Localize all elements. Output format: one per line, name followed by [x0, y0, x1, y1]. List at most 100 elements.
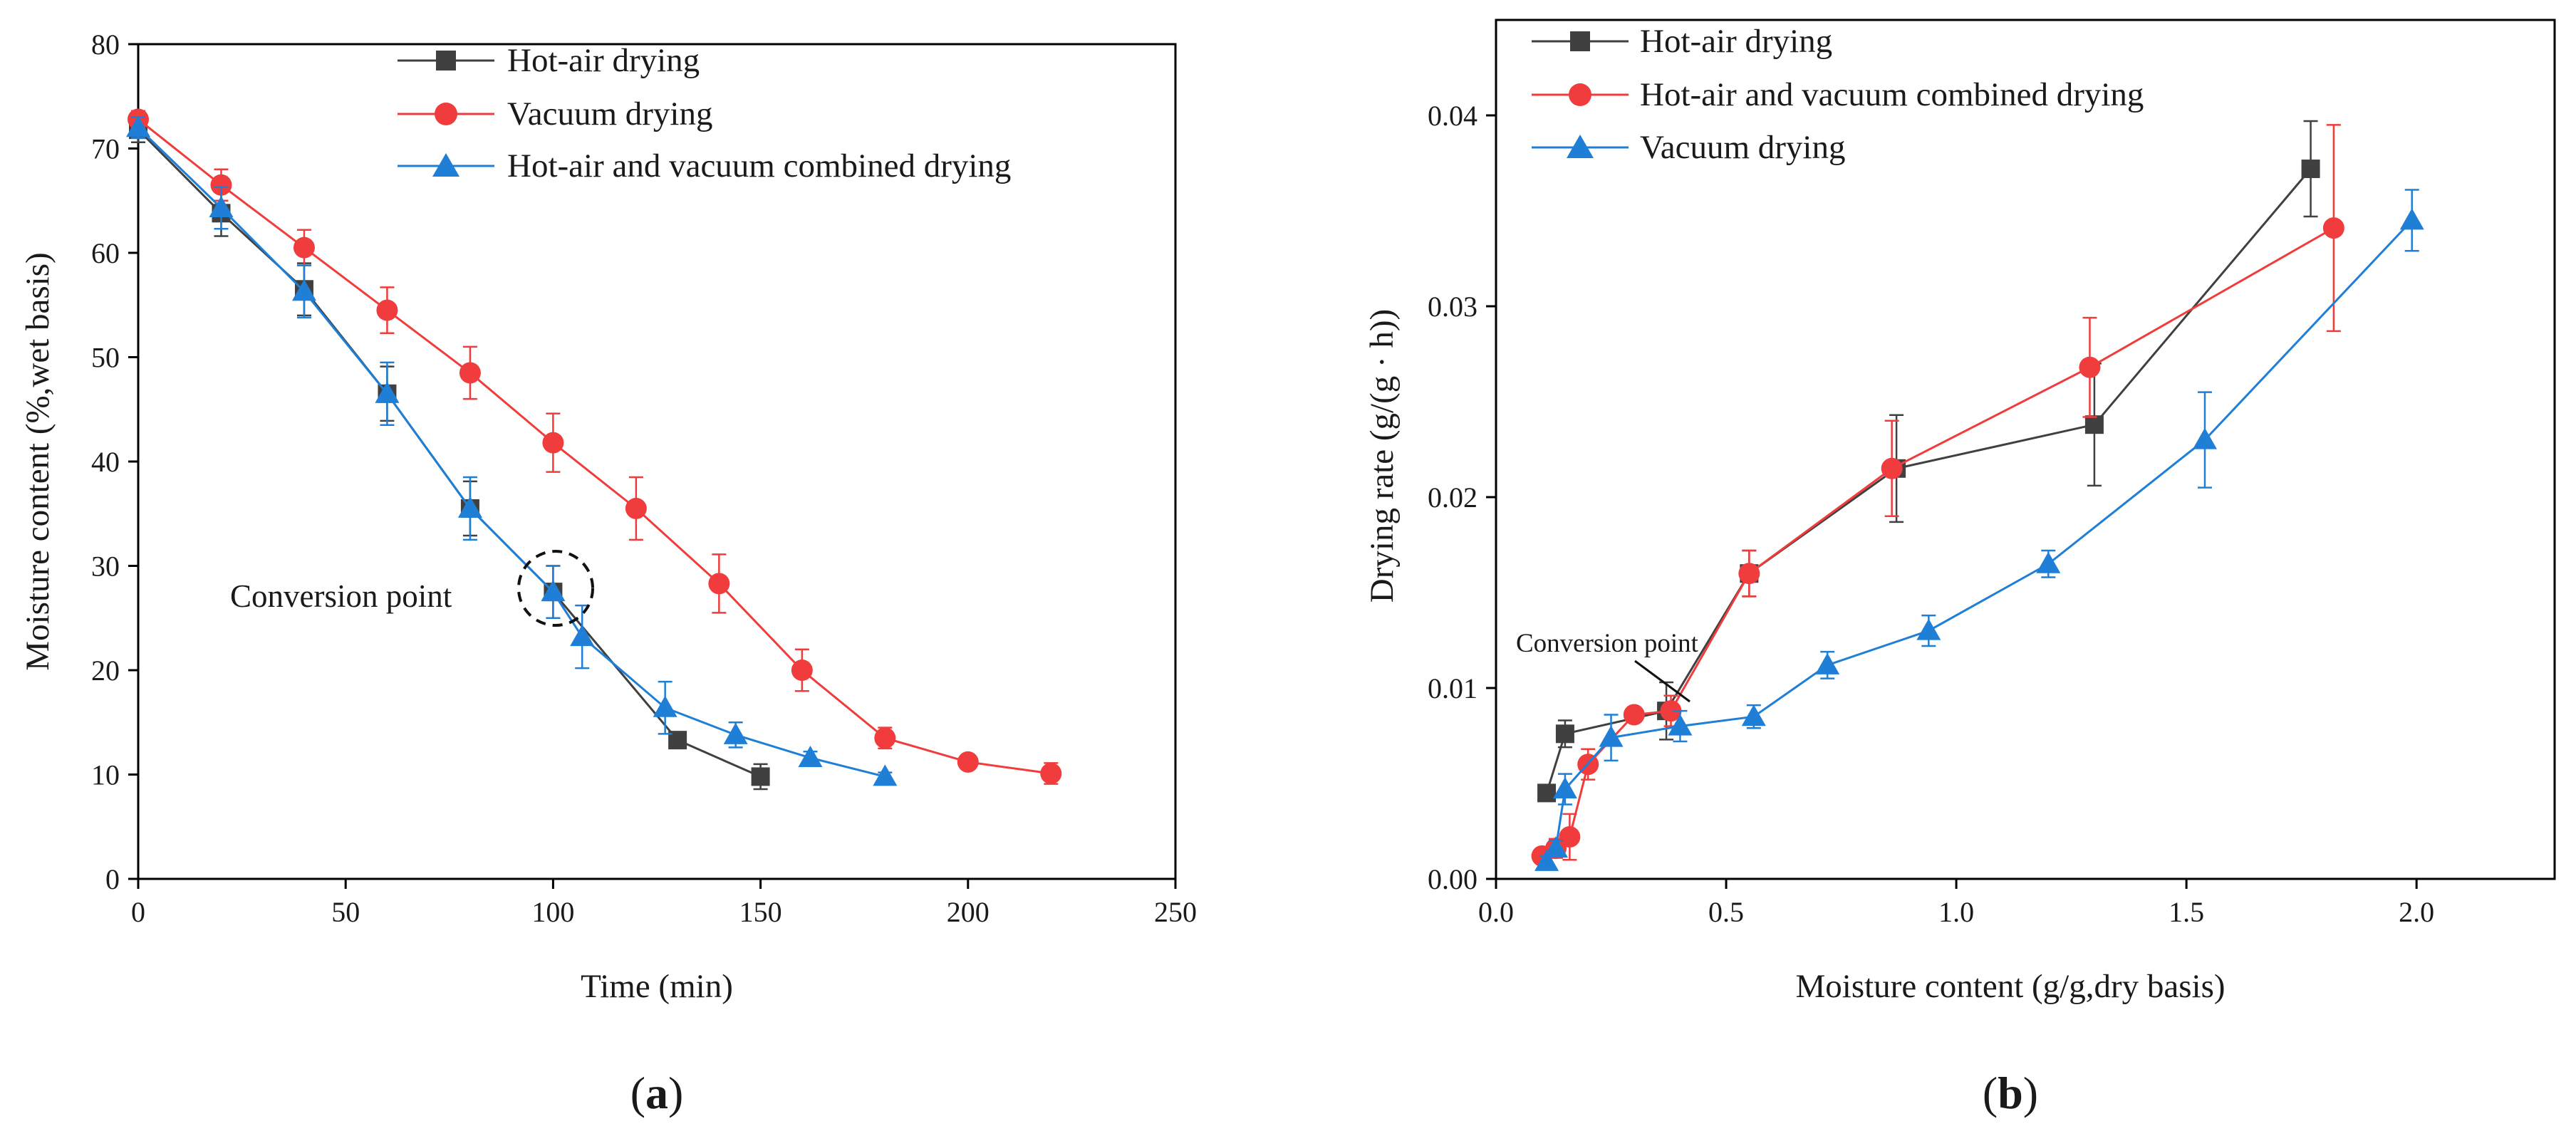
panel-b-data-point [2036, 551, 2061, 573]
panel-a-y-tick-label: 20 [91, 655, 120, 687]
panel-a-y-tick-label: 0 [105, 863, 120, 895]
panel-a-x-tick-label: 50 [331, 896, 360, 928]
panel-b-frame [1495, 19, 2556, 880]
panel-a-data-point [291, 279, 316, 301]
panel-b-y-tick-label: 0.02 [1428, 481, 1477, 514]
panel-a-data-point [791, 660, 813, 681]
panel-a-series-line [137, 129, 762, 778]
panel-a-data-point [209, 196, 234, 218]
panel-b-y-tick-label: 0.01 [1428, 672, 1477, 704]
panel-a-y-tick-label: 70 [91, 133, 120, 165]
panel-a-series-vacuum-drying [128, 108, 1062, 785]
panel-a: 0 50 100 150 200 250 0 10 20 30 40 50 60 70 80 Moistur… [19, 28, 1197, 1118]
panel-b-legend-label: Hot-air and vacuum combined drying [1640, 76, 2144, 113]
panel-b-data-point [1543, 836, 1568, 858]
panel-b-legend: Hot-air drying Hot-air and vacuum combin… [1532, 23, 2144, 166]
panel-a-x-tick-label: 200 [947, 896, 990, 928]
panel-a-data-point [625, 497, 647, 519]
panel-a-series-line [137, 118, 1051, 775]
panel-a-data-point [653, 695, 677, 717]
panel-b-legend-label: Vacuum drying [1640, 129, 1845, 166]
panel-a-data-point [798, 746, 823, 768]
panel-a-x-tick-label: 100 [531, 896, 574, 928]
panel-b-series-hot-air-drying [1537, 120, 2320, 803]
panel-b-data-point [1815, 652, 1840, 674]
panel-a-data-point [457, 496, 482, 518]
panel-a-y-tick-label: 40 [91, 446, 120, 478]
panel-b-x-tick-label: 1.5 [2169, 896, 2204, 928]
panel-a-x-axis-label: Time (min) [581, 968, 733, 1005]
panel-a-label: (a) [630, 1068, 684, 1118]
panel-a-legend-entry-hot-air: Hot-air drying [398, 42, 700, 79]
panel-a-data-point [723, 722, 748, 744]
panel-b-data-point [1738, 563, 1760, 585]
panel-a-legend-label: Vacuum drying [507, 95, 712, 132]
panel-b-y-tick-label: 0.00 [1428, 863, 1477, 895]
panel-b-series-line [1545, 168, 2312, 793]
panel-b-data-point [2079, 356, 2101, 378]
panel-b-series-hot-air-and-vacuum-combined-drying [1531, 124, 2344, 867]
panel-a-data-point [708, 573, 730, 595]
panel-b-series-line [1541, 226, 2334, 858]
panel-b-y-tick-label: 0.03 [1428, 291, 1477, 323]
panel-b: 0.0 0.5 1.0 1.5 2.0 0.00 0.01 0.02 0.03 0.04 Dryi… [1364, 19, 2556, 1118]
panel-b-x-tick-label: 0.0 [1478, 896, 1514, 928]
panel-b-data-point [1537, 783, 1557, 803]
panel-a-data-point [375, 381, 400, 403]
panel-b-x-tick-label: 2.0 [2399, 896, 2434, 928]
panel-a-data-point [126, 115, 150, 137]
panel-b-data-point [1559, 826, 1581, 848]
panel-b-data-point [2301, 160, 2320, 179]
panel-b-y-tick-label: 0.04 [1428, 100, 1477, 132]
panel-a-series-hot-air-and-vacuum-combined-drying [126, 115, 898, 786]
panel-a-y-tick-label: 50 [91, 342, 120, 374]
panel-b-legend-entry-hot-air: Hot-air drying [1532, 23, 1832, 60]
panel-b-series-line [1545, 219, 2413, 863]
panel-a-conversion-point-circle [517, 550, 594, 627]
panel-b-data-point [1741, 704, 1766, 726]
panel-a-legend-entry-vacuum: Vacuum drying [398, 95, 712, 132]
panel-b-y-axis-label: Drying rate (g/(g · h)) [1364, 309, 1401, 603]
panel-a-y-tick-label: 30 [91, 551, 120, 583]
panel-a-data-point [873, 764, 898, 786]
panel-b-x-axis-label: Moisture content (g/g,dry basis) [1795, 968, 2225, 1005]
panel-a-data-point [570, 625, 595, 647]
panel-a-label-letter: a [645, 1068, 668, 1118]
panel-b-data-point [1552, 777, 1577, 799]
panel-b-annotation-arrow [1634, 660, 1690, 703]
panel-b-data-point [1555, 724, 1574, 744]
panel-a-axes: 0 50 100 150 200 250 0 10 20 30 40 50 60 70 80 [91, 28, 1197, 928]
panel-b-annotation: Conversion point [1516, 629, 1699, 658]
panel-b-legend-entry-combined: Hot-air and vacuum combined drying [1532, 76, 2144, 113]
panel-a-data-point [1040, 763, 1062, 785]
panel-b-data-point [1534, 849, 1559, 871]
panel-a-data-point [874, 727, 896, 749]
panel-b-legend-label: Hot-air drying [1640, 23, 1832, 60]
panel-a-data-point [210, 174, 232, 196]
panel-b-data-point [1623, 704, 1645, 726]
panel-a-data-point [751, 767, 770, 786]
panel-a-legend-label: Hot-air and vacuum combined drying [507, 147, 1011, 184]
panel-b-legend-entry-vacuum: Vacuum drying [1532, 129, 1845, 166]
panel-b-label-letter: b [1998, 1068, 2023, 1118]
panel-a-plot-area [126, 43, 1177, 880]
panel-a-x-tick-label: 250 [1154, 896, 1197, 928]
panel-a-y-tick-label: 80 [91, 28, 120, 61]
panel-a-x-tick-label: 0 [131, 896, 145, 928]
panel-b-label: (b) [1983, 1068, 2038, 1118]
panel-b-data-point [2084, 415, 2104, 434]
panel-b-plot-area [1495, 19, 2556, 880]
panel-a-data-point [542, 432, 564, 454]
panel-a-y-tick-label: 10 [91, 759, 120, 791]
panel-b-data-point [2399, 208, 2424, 230]
panel-a-data-point [957, 751, 979, 773]
panel-a-data-point [293, 236, 315, 259]
panel-a-legend-label: Hot-air drying [507, 42, 700, 79]
panel-a-series-hot-air-drying [129, 116, 770, 791]
panel-b-x-tick-label: 1.0 [1938, 896, 1974, 928]
panel-b-data-point [1668, 714, 1693, 736]
panel-a-annotation: Conversion point [230, 578, 452, 614]
panel-b-data-point [2192, 427, 2217, 449]
panel-a-x-tick-label: 150 [739, 896, 782, 928]
